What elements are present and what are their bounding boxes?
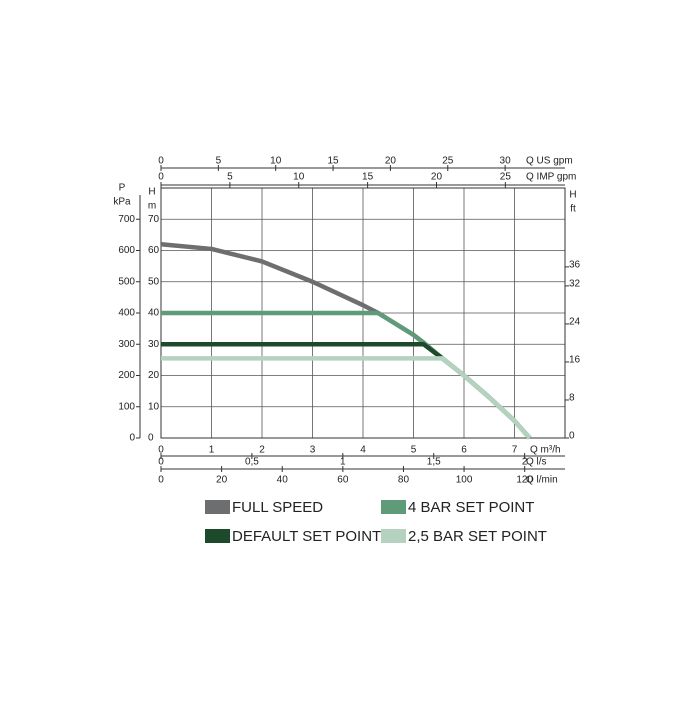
bottom_axes-label: Q l/min	[526, 475, 558, 486]
x-tick-label: 5	[411, 445, 417, 456]
top_axes-tick-label: 30	[500, 156, 512, 167]
legend-label: 2,5 BAR SET POINT	[408, 528, 547, 545]
bottom_axes-tick-label: 1	[340, 457, 346, 468]
x-tick-label: 0	[158, 445, 164, 456]
y-tick-label: 10	[148, 401, 160, 412]
x-tick-label: 4	[360, 445, 366, 456]
legend-label: FULL SPEED	[232, 499, 323, 516]
bottom_axes-label: Q l/s	[526, 457, 547, 468]
series-line	[161, 356, 532, 440]
bottom_axes-tick-label: 60	[337, 475, 349, 486]
y2-tick-label: 24	[569, 317, 581, 328]
bottom_axes-tick-label: 120	[516, 475, 533, 486]
top_axes-tick-label: 15	[362, 172, 374, 183]
p-tick-label: 400	[118, 308, 135, 319]
top_axes-label: Q IMP gpm	[526, 172, 576, 183]
y-tick-label: 50	[148, 276, 160, 287]
legend-label: 4 BAR SET POINT	[408, 499, 534, 516]
bottom_axes-tick-label: 0	[158, 457, 164, 468]
p-tick-label: 200	[118, 370, 135, 381]
x-tick-label: 6	[461, 445, 467, 456]
y2-tick-label: 16	[569, 355, 581, 366]
x-tick-label: 7	[512, 445, 518, 456]
y-axis-label: m	[148, 201, 156, 212]
x-axis-label: Q m³/h	[530, 445, 561, 456]
bottom_axes-tick-label: 100	[456, 475, 473, 486]
series-line	[161, 342, 444, 361]
p-tick-label: 100	[118, 401, 135, 412]
y-axis-label: H	[148, 187, 155, 198]
top_axes-tick-label: 0	[158, 156, 164, 167]
y-tick-label: 70	[148, 214, 160, 225]
y2-tick-label: 8	[569, 393, 575, 404]
y-tick-label: 20	[148, 370, 160, 381]
bottom_axes-tick-label: 80	[398, 475, 410, 486]
bottom_axes-tick-label: 0	[158, 475, 164, 486]
series-line	[160, 242, 532, 440]
top_axes-tick-label: 15	[327, 156, 339, 167]
p-axis-label: P	[119, 183, 126, 194]
p-tick-label: 500	[118, 276, 135, 287]
top_axes-tick-label: 5	[227, 172, 233, 183]
top_axes-tick-label: 25	[442, 156, 454, 167]
y-tick-label: 40	[148, 308, 160, 319]
top_axes-tick-label: 20	[431, 172, 443, 183]
top_axes-tick-label: 10	[270, 156, 282, 167]
top_axes-tick-label: 0	[158, 172, 164, 183]
top_axes-label: Q US gpm	[526, 156, 573, 167]
y2-tick-label: 0	[569, 431, 575, 442]
y-tick-label: 30	[148, 339, 160, 350]
y2-axis-label: H	[569, 190, 576, 201]
p-tick-label: 700	[118, 214, 135, 225]
bottom_axes-tick-label: 1,5	[427, 457, 441, 468]
bottom_axes-tick-label: 40	[277, 475, 289, 486]
legend-swatch	[205, 500, 230, 514]
top_axes-tick-label: 10	[293, 172, 305, 183]
top_axes-tick-label: 5	[216, 156, 222, 167]
legend-swatch	[381, 500, 406, 514]
p-tick-label: 300	[118, 339, 135, 350]
y-tick-label: 60	[148, 245, 160, 256]
p-tick-label: 0	[129, 433, 135, 444]
y2-axis-label: ft	[570, 204, 576, 215]
top_axes-tick-label: 25	[500, 172, 512, 183]
y2-tick-label: 36	[569, 260, 581, 271]
p-tick-label: 600	[118, 245, 135, 256]
bottom_axes-tick-label: 2	[522, 457, 528, 468]
y-tick-label: 0	[148, 433, 154, 444]
x-tick-label: 2	[259, 445, 265, 456]
legend-swatch	[381, 529, 406, 543]
top_axes-tick-label: 20	[385, 156, 397, 167]
y2-tick-label: 32	[569, 279, 581, 290]
bottom_axes-tick-label: 0,5	[245, 457, 259, 468]
x-tick-label: 1	[209, 445, 215, 456]
x-tick-label: 3	[310, 445, 316, 456]
bottom_axes-tick-label: 20	[216, 475, 228, 486]
legend-label: DEFAULT SET POINT	[232, 528, 381, 545]
p-axis-label: kPa	[113, 197, 131, 208]
legend-swatch	[205, 529, 230, 543]
